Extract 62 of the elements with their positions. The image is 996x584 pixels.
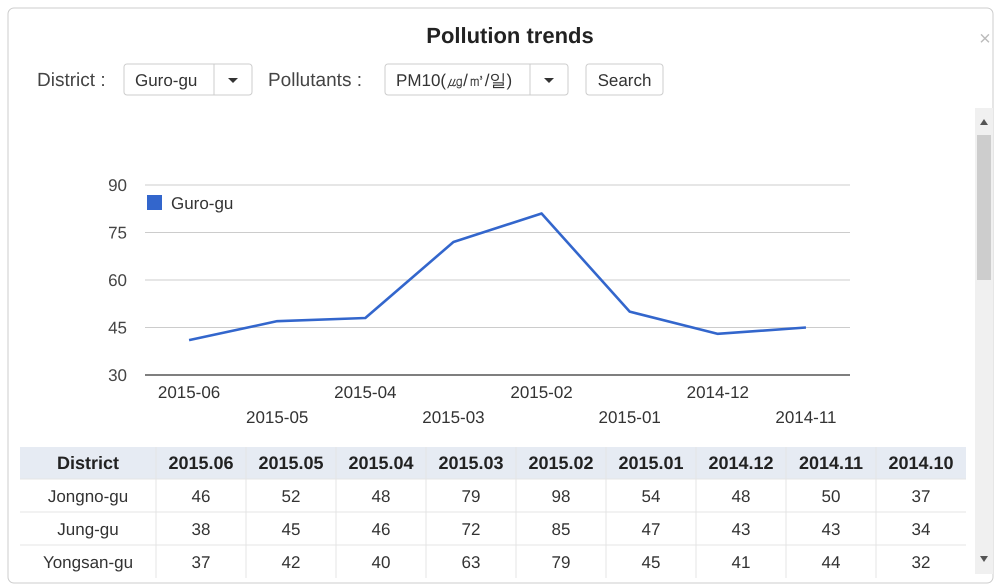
x-tick-label: 2014-12 [686, 383, 750, 402]
data-label: 54 [642, 487, 660, 506]
text: × [979, 28, 991, 50]
data-label: 38 [192, 520, 210, 539]
data-label: 48 [372, 487, 390, 506]
data-label: 79 [462, 487, 480, 506]
x-tick-label: 2014.11 [798, 453, 864, 473]
x-tick-label: 2015-01 [598, 408, 661, 427]
data-label: 48 [732, 487, 750, 506]
data-label: 50 [822, 487, 840, 506]
legend-label: Guro-gu [171, 194, 234, 213]
data-label: 34 [912, 520, 930, 539]
y-tick-label: 30 [108, 366, 127, 385]
data-label: 43 [822, 520, 840, 539]
text: Search [598, 71, 652, 90]
y-tick-label: 90 [108, 176, 127, 195]
x-tick-label: 2014-11 [775, 408, 837, 427]
data-label: 85 [552, 520, 570, 539]
y-tick-label: 60 [108, 271, 127, 290]
x-tick-label: 2015-05 [246, 408, 308, 427]
x-tick-label: 2015.05 [258, 453, 324, 473]
x-tick-label: 2015.02 [528, 453, 594, 473]
x-tick-label: 2015-06 [158, 383, 220, 402]
y-tick-label: Yongsan-gu [42, 553, 134, 572]
data-label: 44 [822, 553, 840, 572]
y-axis-title: District [56, 453, 120, 473]
x-tick-label: 2015-03 [422, 408, 485, 427]
data-label: 72 [462, 520, 480, 539]
x-tick-label: 2015-02 [510, 383, 573, 402]
x-tick-label: 2014.10 [888, 453, 954, 473]
x-tick-label: 2015.06 [168, 453, 234, 473]
data-label: 47 [642, 520, 660, 539]
data-label: 79 [552, 553, 570, 572]
data-label: 43 [732, 520, 750, 539]
data-label: 63 [462, 553, 480, 572]
x-tick-label: 2015-04 [334, 383, 397, 402]
y-tick-label: 75 [108, 224, 127, 242]
text: District : [37, 70, 106, 91]
data-label: 52 [282, 487, 300, 506]
data-label: 41 [732, 553, 750, 572]
data-label: 98 [552, 487, 570, 506]
x-tick-label: 2015.03 [438, 453, 504, 473]
data-label: 42 [282, 553, 300, 572]
line-series [188, 212, 808, 342]
x-tick-label: 2015.01 [618, 453, 684, 473]
text: Pollutants : [268, 70, 362, 91]
data-label: 46 [372, 520, 390, 539]
data-label: 37 [912, 487, 930, 506]
data-label: 37 [192, 553, 210, 572]
data-label: 40 [372, 553, 390, 572]
text: PM10(㎍/㎥/일) [396, 71, 512, 90]
y-tick-label: Jung-gu [57, 520, 119, 539]
x-tick-label: 2015.04 [348, 453, 414, 473]
x-tick-label: 2014.12 [708, 453, 774, 473]
data-label: 45 [642, 553, 660, 572]
chart-title: Pollution trends [426, 23, 594, 48]
y-tick-label: Jongno-gu [48, 487, 128, 506]
data-label: 45 [282, 520, 300, 539]
text: Guro-gu [135, 71, 198, 90]
data-label: 46 [192, 487, 210, 506]
y-tick-label: 45 [108, 318, 127, 338]
data-label: 32 [912, 553, 930, 572]
